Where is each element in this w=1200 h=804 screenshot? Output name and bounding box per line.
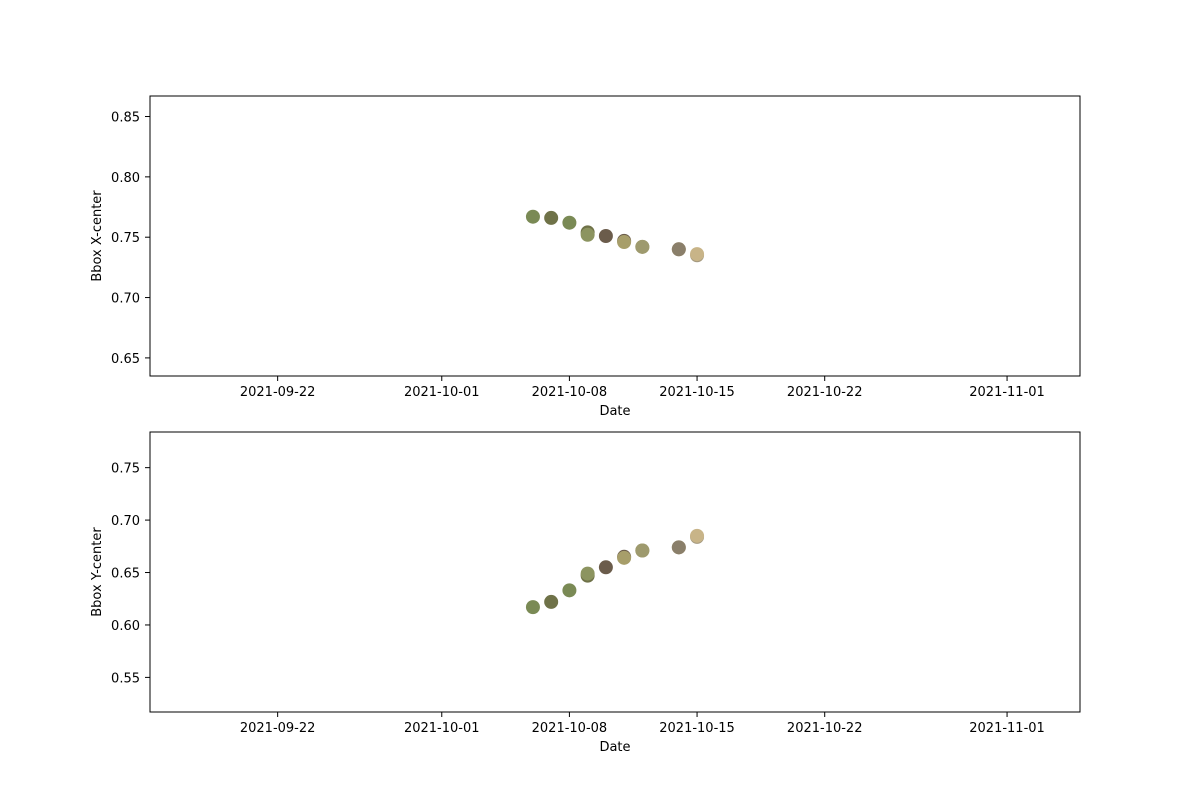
y-tick-label: 0.60 [111,619,140,634]
y-axis-label: Bbox X-center [90,190,105,282]
y-tick-label: 0.70 [111,292,140,307]
x-tick-label: 2021-10-22 [787,721,863,736]
x-tick-label: 2021-09-22 [240,385,316,400]
data-point [525,209,540,224]
axes-frame [149,95,1081,377]
data-point [580,566,595,581]
subplot-1: 2021-09-22 2021-10-01 2021-10-08 2021-10-15… [90,95,1081,419]
data-point [562,583,577,598]
y-tick-label: 0.75 [111,462,140,477]
x-tick-label: 2021-10-01 [404,721,480,736]
y-tick-label: 0.65 [111,352,140,367]
x-tick-label: 2021-09-22 [240,721,316,736]
data-point [671,242,686,257]
x-tick-label: 2021-10-15 [659,385,735,400]
data-point [562,215,577,230]
x-tick-label: 2021-11-01 [969,721,1045,736]
y-axis-label: Bbox Y-center [90,527,105,617]
x-axis-label: Date [599,740,630,755]
subplot-2: 2021-09-22 2021-10-01 2021-10-08 2021-10-15… [90,431,1081,755]
axes-frame [149,431,1081,713]
x-tick-label: 2021-10-08 [532,385,608,400]
x-tick-label: 2021-10-22 [787,385,863,400]
data-point [617,550,632,565]
x-tick-label: 2021-11-01 [969,385,1045,400]
x-tick-label: 2021-10-15 [659,721,735,736]
data-point [635,239,650,254]
data-point [690,528,705,543]
data-point [544,594,559,609]
data-point [690,247,705,262]
y-tick-label: 0.55 [111,671,140,686]
data-point [580,227,595,242]
data-point [617,235,632,250]
x-tick-label: 2021-10-08 [532,721,608,736]
y-tick-label: 0.70 [111,514,140,529]
y-tick-label: 0.85 [111,111,140,126]
y-tick-label: 0.80 [111,171,140,186]
data-point [598,229,613,243]
y-tick-label: 0.65 [111,567,140,582]
data-point [544,210,559,225]
y-tick-label: 0.75 [111,231,140,246]
data-point [635,543,650,558]
data-point [598,560,613,575]
data-point [525,600,540,615]
data-point [671,540,686,555]
x-tick-label: 2021-10-01 [404,385,480,400]
x-axis-label: Date [599,404,630,419]
